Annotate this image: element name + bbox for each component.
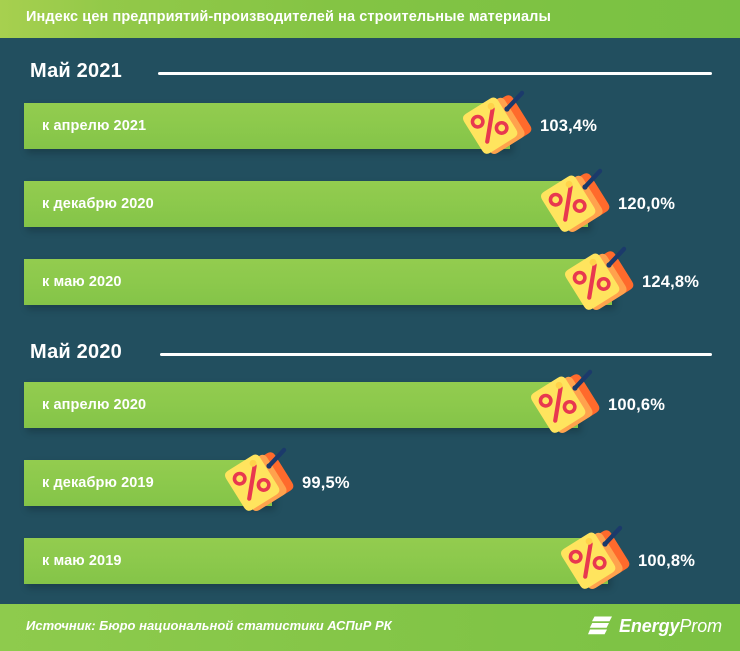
section-label: Май 2020 (30, 341, 122, 363)
bar-category-label: к маю 2019 (42, 553, 122, 569)
bar-category-label: к декабрю 2019 (42, 475, 154, 491)
bar-row: к апрелю 2021 103,4% (0, 90, 740, 155)
energyprom-logo-text: EnergyProm (619, 616, 722, 637)
page-title: Индекс цен предприятий-производителей на… (26, 9, 551, 25)
bar-fill[interactable]: к декабрю 2020 (24, 181, 588, 227)
section-label: Май 2021 (30, 60, 122, 82)
bar-row: к маю 2019 100,8% (0, 525, 740, 590)
bar-value-label: 124,8% (642, 272, 700, 291)
bar-value-label: 120,0% (618, 194, 676, 213)
section-divider-rule (160, 353, 712, 356)
bar-fill[interactable]: к маю 2020 (24, 259, 612, 305)
logo-text-prom: Prom (679, 615, 722, 636)
bar-fill[interactable]: к декабрю 2019 (24, 460, 272, 506)
bar-category-label: к декабрю 2020 (42, 196, 154, 212)
logo-text-energy: Energy (618, 615, 680, 636)
section-divider-rule (158, 72, 712, 75)
header-bar: Индекс цен предприятий-производителей на… (0, 0, 740, 38)
bar-value-label: 100,6% (608, 395, 666, 414)
bar-row: к маю 2020 124,8% (0, 246, 740, 311)
footer-bar: Источник: Бюро национальной статистики А… (0, 604, 740, 651)
bar-fill[interactable]: к апрелю 2020 (24, 382, 578, 428)
bar-fill[interactable]: к апрелю 2021 (24, 103, 510, 149)
bar-row: к декабрю 2020 120,0% (0, 168, 740, 233)
source-note: Источник: Бюро национальной статистики А… (26, 618, 392, 633)
energyprom-logo-icon (587, 616, 612, 635)
bar-row: к апрелю 2020 100,6% (0, 369, 740, 434)
bar-row: к декабрю 2019 99,5% (0, 447, 740, 512)
bar-category-label: к маю 2020 (42, 274, 122, 290)
energyprom-logo[interactable]: EnergyProm (587, 615, 722, 637)
bar-value-label: 100,8% (638, 551, 696, 570)
section-heading-may-2020: Май 2020 (0, 341, 740, 367)
bar-value-label: 103,4% (540, 116, 598, 135)
bar-value-label: 99,5% (302, 473, 350, 492)
bar-category-label: к апрелю 2020 (42, 397, 147, 413)
bar-fill[interactable]: к маю 2019 (24, 538, 608, 584)
section-heading-may-2021: Май 2021 (0, 60, 740, 86)
bar-category-label: к апрелю 2021 (42, 118, 147, 134)
